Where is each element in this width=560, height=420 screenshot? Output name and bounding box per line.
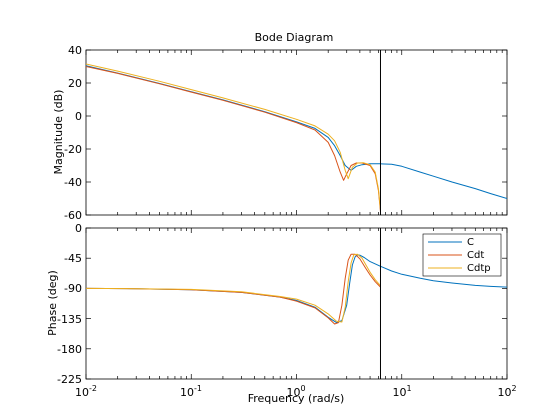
magnitude-axes: Magnitude (dB) 40 20 0 -20 -40 -60 xyxy=(52,44,508,222)
phase-series-cdtp xyxy=(86,253,381,323)
xtick-label: 101 xyxy=(392,384,411,399)
magnitude-plot-area xyxy=(85,49,508,216)
mag-ytick-label: 0 xyxy=(75,110,82,123)
legend-label-cdtp: Cdtp xyxy=(467,263,491,274)
phase-series-cdt xyxy=(86,253,381,325)
chart-title: Bode Diagram xyxy=(255,31,334,44)
magnitude-series xyxy=(86,50,507,215)
mag-ytick-label: 20 xyxy=(68,77,82,90)
magnitude-ylabel: Magnitude (dB) xyxy=(52,90,65,175)
phase-ytick-label: -225 xyxy=(57,373,82,386)
magnitude-series-cdtp xyxy=(86,63,381,211)
phase-ytick-label: -90 xyxy=(64,282,82,295)
mag-ytick-label: 40 xyxy=(68,44,82,57)
phase-axes: Phase (deg) 0 -45 -90 -135 -180 -225 C C… xyxy=(46,222,508,386)
phase-ytick-label: -135 xyxy=(57,313,82,326)
phase-ticks xyxy=(85,227,508,380)
magnitude-ticks xyxy=(85,49,508,216)
legend-label-cdt: Cdt xyxy=(467,250,484,261)
phase-ytick-label: -45 xyxy=(64,252,82,265)
phase-ytick-label: 0 xyxy=(75,222,82,235)
xtick-label: 10-1 xyxy=(180,384,202,399)
phase-ytick-labels: 0 -45 -90 -135 -180 -225 xyxy=(57,222,82,386)
magnitude-ytick-labels: 40 20 0 -20 -40 -60 xyxy=(64,44,82,222)
phase-ytick-label: -180 xyxy=(57,343,82,356)
mag-ytick-label: -40 xyxy=(64,176,82,189)
mag-ytick-label: -20 xyxy=(64,143,82,156)
xtick-label: 10-2 xyxy=(75,384,97,399)
phase-ylabel: Phase (deg) xyxy=(46,270,59,336)
phase-series xyxy=(86,228,507,379)
legend: C Cdt Cdtp xyxy=(422,233,502,277)
magnitude-series-cdt xyxy=(86,66,381,212)
mag-ytick-label: -60 xyxy=(64,209,82,222)
xlabel: Frequency (rad/s) xyxy=(248,392,345,405)
legend-label-c: C xyxy=(467,237,474,248)
xtick-label: 102 xyxy=(497,384,516,399)
